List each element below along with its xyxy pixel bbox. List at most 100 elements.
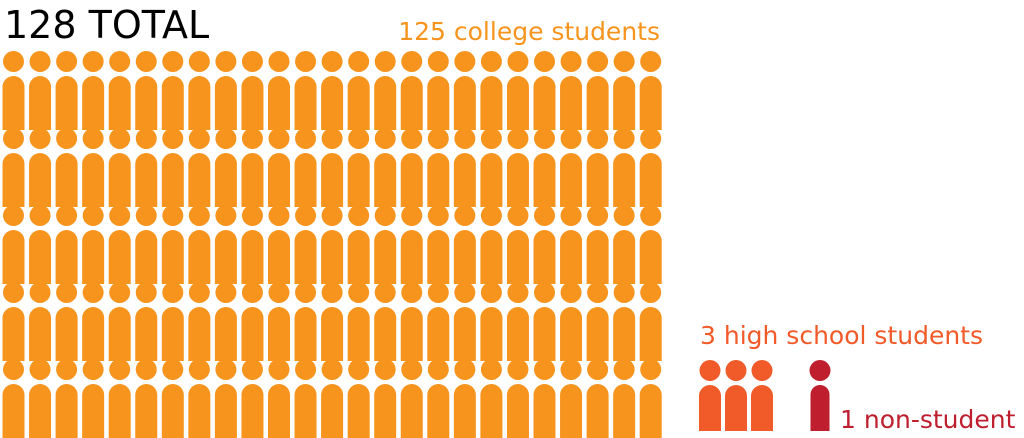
college-student-icon (108, 282, 131, 361)
college-student-icon (135, 205, 158, 284)
college-student-icon (613, 128, 636, 207)
college-student-icon (613, 51, 636, 130)
college-student-icon (400, 282, 423, 361)
college-student-icon (533, 359, 556, 438)
college-student-icon (268, 51, 290, 130)
college-student-icon (347, 128, 370, 207)
college-student-icon (586, 128, 609, 207)
college-student-icon (586, 282, 609, 361)
college-student-icon (29, 282, 52, 361)
college-student-icon (347, 51, 370, 130)
college-student-icon (188, 282, 211, 361)
college-student-icon (560, 51, 583, 130)
college-student-icon (533, 51, 556, 130)
college-student-icon (135, 51, 158, 130)
college-student-icon (427, 359, 450, 438)
legend-college-label: 125 college students (398, 17, 660, 46)
college-student-icon (453, 51, 476, 130)
college-student-icon (347, 359, 370, 438)
college-student-icon (29, 51, 52, 130)
college-student-icon (2, 128, 25, 207)
college-student-icon (29, 128, 52, 207)
college-student-icon (506, 359, 529, 438)
college-student-icon (241, 359, 264, 438)
college-student-icon (374, 51, 397, 130)
college-student-icon (55, 51, 78, 130)
college-student-icon (2, 205, 25, 284)
college-student-icon (294, 51, 317, 130)
college-student-icon (321, 359, 344, 438)
chart-title: 128 TOTAL (4, 3, 209, 47)
college-student-icon (586, 51, 609, 130)
college-student-icon (135, 359, 158, 438)
college-student-icon (55, 359, 78, 438)
college-student-icon (294, 282, 317, 361)
college-student-icon (108, 359, 131, 438)
college-student-icon (613, 205, 636, 284)
college-student-icon (400, 128, 423, 207)
college-student-icon (82, 51, 105, 130)
college-student-icon (108, 128, 131, 207)
college-student-icon (268, 128, 290, 207)
college-student-icon (533, 205, 556, 284)
college-student-icon (161, 282, 184, 361)
college-student-icon (427, 205, 450, 284)
college-student-icon (374, 128, 397, 207)
college-student-icon (639, 282, 662, 361)
college-student-icon (188, 128, 211, 207)
college-student-icon (55, 128, 78, 207)
college-student-icon (480, 51, 503, 130)
college-student-icon (374, 359, 397, 438)
college-student-icon (214, 128, 237, 207)
college-student-icon (374, 282, 397, 361)
college-student-icon (161, 205, 184, 284)
college-student-icon (560, 128, 583, 207)
college-student-icon (453, 359, 476, 438)
college-student-icon (347, 205, 370, 284)
college-student-icon (294, 359, 317, 438)
college-student-icon (480, 282, 503, 361)
college-student-icon (560, 205, 583, 284)
college-student-icon (639, 128, 662, 207)
college-student-icon (294, 205, 317, 284)
college-student-icon (161, 51, 184, 130)
college-student-icon (2, 51, 25, 130)
college-student-icon (214, 359, 237, 438)
college-student-icon (586, 359, 609, 438)
college-student-icon (55, 205, 78, 284)
college-student-icon (427, 282, 450, 361)
college-student-icon (374, 205, 397, 284)
college-student-icon (82, 282, 105, 361)
college-student-icon (135, 128, 158, 207)
college-student-icon (506, 128, 529, 207)
college-student-icon (29, 205, 52, 284)
college-student-icon (453, 128, 476, 207)
college-student-icon (268, 359, 290, 438)
college-student-icon (400, 205, 423, 284)
college-student-icon (586, 205, 609, 284)
college-student-icon (161, 359, 184, 438)
legend-non-student-label: 1 non-student (840, 405, 1016, 434)
college-student-icon (506, 282, 529, 361)
high-school-student-icon (725, 360, 747, 431)
college-student-icon (135, 282, 158, 361)
college-student-icon (241, 282, 264, 361)
college-student-icon (347, 282, 370, 361)
college-student-icon (321, 282, 344, 361)
college-student-icon (400, 51, 423, 130)
non-student-icon (809, 360, 831, 431)
college-student-icon (427, 51, 450, 130)
college-student-icon (55, 282, 78, 361)
college-student-icon (2, 359, 25, 438)
college-student-icon (29, 359, 52, 438)
college-student-icon (506, 205, 529, 284)
college-student-icon (427, 128, 450, 207)
college-student-icon (268, 205, 290, 284)
college-student-icon (321, 128, 344, 207)
college-student-icon (453, 205, 476, 284)
college-student-icon (560, 282, 583, 361)
college-student-icon (321, 205, 344, 284)
college-student-icon (321, 51, 344, 130)
college-student-icon (214, 205, 237, 284)
college-student-icon (82, 359, 105, 438)
